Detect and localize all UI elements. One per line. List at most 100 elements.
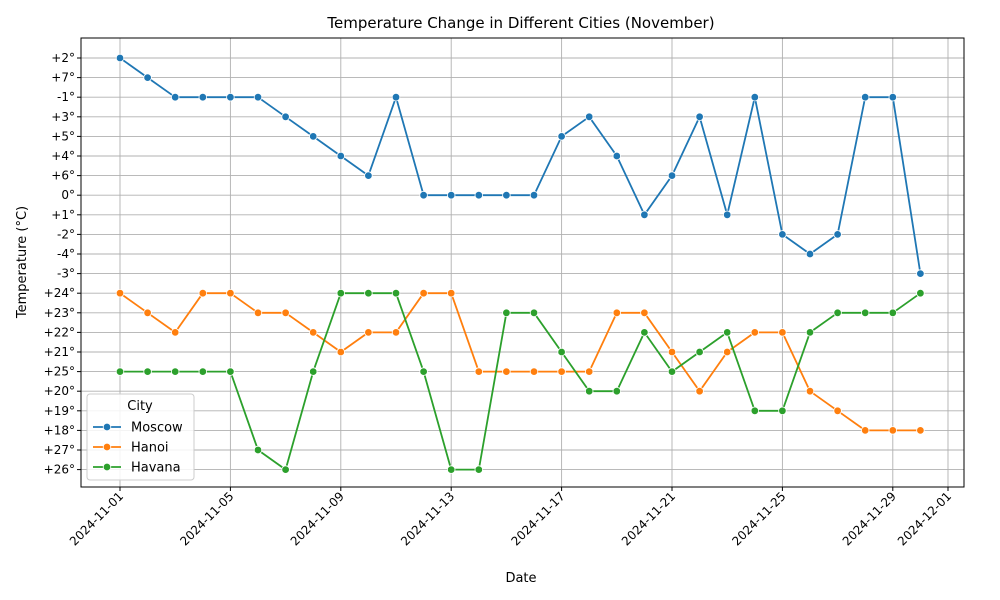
data-point-havana bbox=[226, 367, 235, 376]
y-tick-label: +3° bbox=[51, 110, 75, 124]
data-point-hanoi bbox=[861, 426, 870, 435]
data-point-hanoi bbox=[695, 387, 704, 396]
data-point-moscow bbox=[226, 92, 235, 102]
data-point-hanoi bbox=[364, 328, 373, 337]
data-point-havana bbox=[391, 289, 401, 298]
data-point-hanoi bbox=[226, 289, 235, 298]
data-point-havana bbox=[115, 367, 125, 376]
y-tick-label: -2° bbox=[57, 227, 75, 241]
data-point-moscow bbox=[529, 190, 539, 200]
data-point-hanoi bbox=[419, 289, 428, 298]
data-point-havana bbox=[861, 308, 870, 317]
data-point-moscow bbox=[419, 190, 428, 200]
data-point-hanoi bbox=[667, 347, 677, 357]
legend-entries: Moscow Hanoi Havana bbox=[93, 421, 183, 476]
y-tick-label: +6° bbox=[51, 169, 75, 183]
y-tick-label: +23° bbox=[44, 306, 75, 320]
data-point-moscow bbox=[916, 269, 925, 278]
data-point-havana bbox=[695, 347, 704, 357]
y-tick-label: +19° bbox=[44, 404, 75, 418]
data-point-moscow bbox=[502, 190, 511, 200]
data-point-havana bbox=[419, 367, 428, 376]
data-point-hanoi bbox=[529, 367, 539, 376]
chart-title: Temperature Change in Different Cities (… bbox=[326, 14, 714, 32]
y-axis-label: Temperature (°C) bbox=[15, 206, 30, 319]
data-point-moscow bbox=[170, 92, 180, 102]
legend-marker bbox=[102, 462, 112, 472]
data-point-hanoi bbox=[391, 328, 401, 337]
data-point-moscow bbox=[364, 171, 373, 180]
data-point-havana bbox=[253, 445, 263, 455]
y-tick-label: -4° bbox=[57, 247, 75, 261]
data-point-hanoi bbox=[281, 308, 290, 317]
data-point-hanoi bbox=[115, 289, 125, 298]
y-tick-label: +27° bbox=[44, 443, 75, 457]
data-point-havana bbox=[723, 328, 732, 337]
legend-entry-havana: Havana bbox=[93, 461, 181, 476]
data-point-havana bbox=[778, 406, 787, 415]
data-point-moscow bbox=[833, 230, 842, 239]
data-point-hanoi bbox=[833, 406, 842, 415]
data-point-moscow bbox=[557, 132, 566, 141]
x-axis-label: Date bbox=[505, 571, 536, 586]
data-point-hanoi bbox=[557, 367, 566, 376]
y-tick-label: +26° bbox=[44, 463, 75, 477]
y-tick-label: +21° bbox=[44, 345, 75, 359]
data-point-moscow bbox=[391, 92, 401, 102]
y-tick-label: +25° bbox=[44, 365, 75, 379]
data-point-havana bbox=[888, 308, 897, 317]
data-point-moscow bbox=[336, 151, 345, 161]
data-point-havana bbox=[529, 308, 539, 317]
data-point-hanoi bbox=[143, 308, 152, 317]
legend-entry-moscow: Moscow bbox=[93, 421, 183, 436]
data-point-hanoi bbox=[198, 289, 207, 298]
data-point-hanoi bbox=[888, 426, 897, 435]
series-hanoi bbox=[115, 289, 925, 435]
data-point-havana bbox=[833, 308, 842, 317]
data-point-havana bbox=[281, 465, 290, 474]
series-moscow bbox=[115, 53, 925, 278]
legend: City Moscow Hanoi Havana bbox=[86, 393, 195, 481]
data-point-hanoi bbox=[474, 367, 483, 376]
data-point-moscow bbox=[861, 92, 870, 102]
y-tick-label: 0° bbox=[61, 188, 75, 202]
data-point-havana bbox=[612, 387, 621, 396]
y-tick-label: +2° bbox=[51, 51, 75, 65]
y-tick-label: +1° bbox=[51, 208, 75, 222]
data-point-hanoi bbox=[447, 289, 456, 298]
data-point-havana bbox=[198, 367, 207, 376]
data-point-hanoi bbox=[805, 387, 815, 396]
data-point-havana bbox=[916, 289, 925, 298]
data-point-hanoi bbox=[170, 328, 180, 337]
data-point-hanoi bbox=[309, 328, 318, 337]
data-point-hanoi bbox=[778, 328, 787, 337]
data-point-moscow bbox=[805, 249, 815, 259]
data-point-havana bbox=[640, 328, 649, 337]
legend-label: Moscow bbox=[131, 421, 183, 436]
data-point-moscow bbox=[723, 210, 732, 219]
y-tick-label: -1° bbox=[57, 90, 75, 104]
y-tick-label: +18° bbox=[44, 423, 75, 437]
data-point-hanoi bbox=[502, 367, 511, 376]
data-point-moscow bbox=[198, 92, 207, 102]
series-line-hanoi bbox=[119, 292, 921, 432]
legend-marker bbox=[102, 422, 112, 432]
series-havana bbox=[115, 289, 925, 474]
data-point-havana bbox=[557, 347, 566, 357]
data-point-havana bbox=[805, 328, 815, 337]
data-point-hanoi bbox=[916, 426, 925, 435]
data-point-havana bbox=[170, 367, 180, 376]
y-tick-label: +20° bbox=[44, 384, 75, 398]
data-point-moscow bbox=[309, 132, 318, 141]
data-point-moscow bbox=[640, 210, 649, 219]
data-point-havana bbox=[309, 367, 318, 376]
data-point-moscow bbox=[695, 112, 704, 121]
data-point-hanoi bbox=[640, 308, 649, 317]
data-point-hanoi bbox=[723, 347, 732, 357]
data-point-havana bbox=[750, 406, 759, 415]
data-point-moscow bbox=[143, 73, 152, 82]
legend-marker bbox=[102, 442, 112, 452]
series-layer bbox=[115, 53, 925, 474]
data-point-havana bbox=[502, 308, 511, 317]
